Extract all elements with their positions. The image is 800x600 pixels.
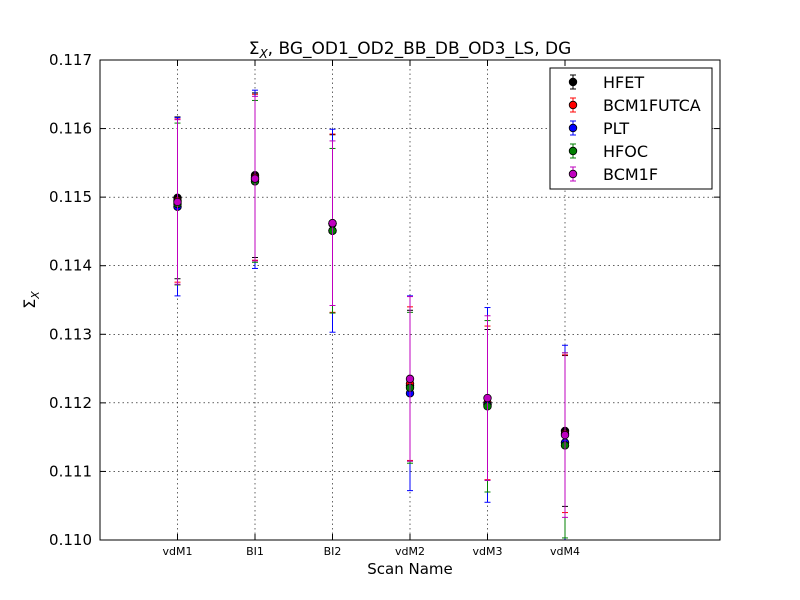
ticks-layer: 0.110 0.111 0.112 0.113 0.114 0.115 0.116 0.117… — [49, 51, 720, 558]
legend-marker — [568, 123, 578, 133]
legend-entry: BCM1F — [568, 165, 658, 184]
x-tick-label: BI2 — [324, 545, 342, 558]
series-bcm1f — [173, 95, 570, 518]
title-rest: , BG_OD1_OD2_BB_DB_OD3_LS, DG — [268, 39, 572, 59]
x-tick-label: vdM4 — [550, 545, 580, 558]
data-point — [173, 197, 182, 207]
legend-label: BCM1F — [603, 165, 658, 184]
legend-entry: PLT — [568, 119, 629, 138]
legend-entry: BCM1FUTCA — [568, 96, 701, 115]
data-point — [250, 174, 260, 183]
legend-marker — [568, 146, 578, 156]
x-tick-label: BI1 — [246, 545, 264, 558]
legend-entry: HFET — [568, 73, 644, 92]
y-tick-label: 0.111 — [49, 462, 92, 480]
y-axis-label: ΣX — [20, 291, 42, 309]
data-point — [560, 430, 570, 440]
y-tick-label: 0.117 — [49, 51, 92, 69]
legend-entry: HFOC — [568, 142, 648, 161]
legend-marker — [568, 100, 578, 110]
x-tick-label: vdM2 — [395, 545, 425, 558]
data-point — [328, 218, 337, 228]
y-axis-label-subscript: X — [29, 291, 42, 300]
title-symbol: Σ — [249, 39, 260, 59]
chart-title: ΣX, BG_OD1_OD2_BB_DB_OD3_LS, DG — [249, 39, 572, 61]
legend-marker — [568, 169, 578, 179]
legend-label: BCM1FUTCA — [603, 96, 701, 115]
y-tick-label: 0.112 — [49, 394, 92, 412]
legend-label: HFOC — [603, 142, 648, 161]
y-tick-label: 0.113 — [49, 325, 92, 343]
x-tick-label: vdM3 — [473, 545, 503, 558]
plot-frame — [99, 59, 721, 541]
legend-label: HFET — [603, 73, 644, 92]
series-layer — [173, 89, 570, 541]
title-subscript: X — [258, 47, 268, 61]
y-tick-label: 0.110 — [49, 531, 92, 549]
x-tick-label: vdM1 — [163, 545, 193, 558]
legend-label: PLT — [603, 119, 629, 138]
y-tick-label: 0.116 — [49, 120, 92, 138]
y-tick-label: 0.114 — [49, 257, 92, 275]
legend-marker — [568, 77, 578, 87]
y-axis-label-symbol: Σ — [20, 299, 39, 309]
data-point — [405, 374, 415, 384]
data-point — [483, 393, 492, 403]
legend: HFET BCM1FUTCA PLT HFOC BCM1F — [549, 67, 713, 190]
y-tick-label: 0.115 — [49, 188, 92, 206]
x-axis-label: Scan Name — [367, 560, 453, 578]
